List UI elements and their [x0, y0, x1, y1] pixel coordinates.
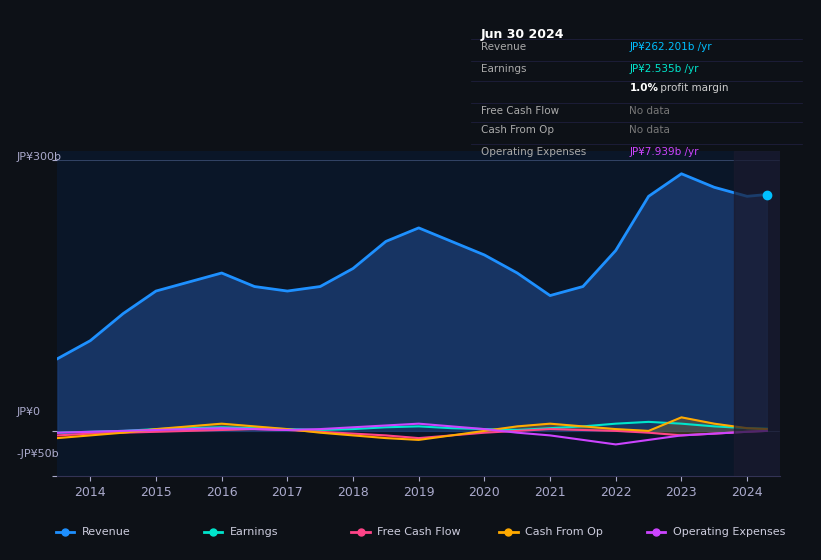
Text: JP¥2.535b /yr: JP¥2.535b /yr [630, 64, 699, 74]
Text: JP¥0: JP¥0 [16, 407, 40, 417]
Text: JP¥7.939b /yr: JP¥7.939b /yr [630, 147, 699, 157]
Bar [734, 151, 780, 476]
Text: No data: No data [630, 125, 670, 135]
Text: No data: No data [630, 106, 670, 116]
Text: -JP¥50b: -JP¥50b [16, 449, 59, 459]
Text: 1.0%: 1.0% [630, 83, 658, 94]
Text: Earnings: Earnings [481, 64, 526, 74]
Text: Cash From Op: Cash From Op [481, 125, 554, 135]
Text: Free Cash Flow: Free Cash Flow [378, 527, 461, 537]
Text: Cash From Op: Cash From Op [525, 527, 603, 537]
Text: profit margin: profit margin [657, 83, 728, 94]
Text: Operating Expenses: Operating Expenses [481, 147, 586, 157]
Text: Free Cash Flow: Free Cash Flow [481, 106, 559, 116]
Text: Earnings: Earnings [230, 527, 278, 537]
Text: Operating Expenses: Operating Expenses [673, 527, 785, 537]
Text: Revenue: Revenue [481, 42, 526, 52]
Text: Jun 30 2024: Jun 30 2024 [481, 28, 565, 41]
Text: Revenue: Revenue [82, 527, 131, 537]
Text: JP¥300b: JP¥300b [16, 152, 62, 162]
Text: JP¥262.201b /yr: JP¥262.201b /yr [630, 42, 712, 52]
